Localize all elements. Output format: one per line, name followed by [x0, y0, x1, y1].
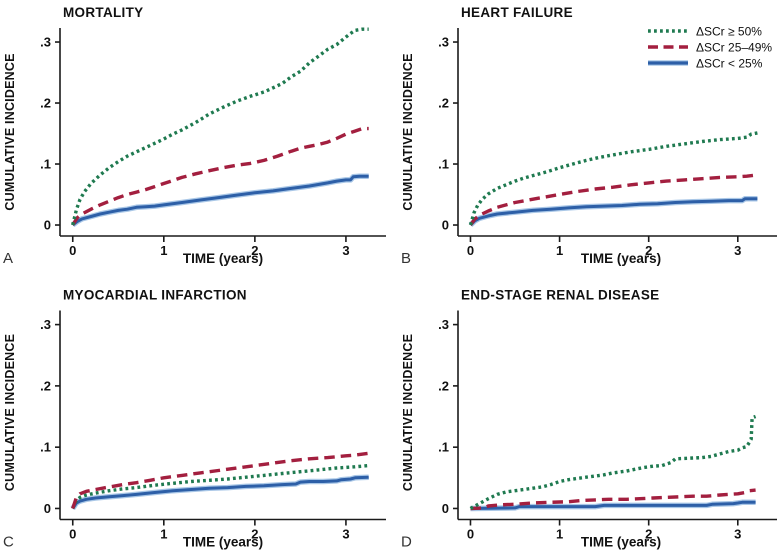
legend: ΔSCr ≥ 50% ΔSCr 25–49% ΔSCr < 25% — [648, 25, 772, 71]
chart-heart-failure: HEART FAILURE CUMULATIVE INCIDENCE 0 .1 .2… — [401, 5, 777, 267]
x-tick-label: 3 — [342, 527, 349, 542]
y-tick-label: .3 — [40, 317, 51, 332]
panel-end-stage-renal-disease: END-STAGE RENAL DISEASE CUMULATIVE INCID… — [391, 278, 782, 557]
series-scr_ge_50 — [71, 27, 369, 226]
series-scr_25_49 — [71, 126, 369, 226]
x-axis-label: TIME (years) — [183, 535, 263, 550]
plot-area: 0 .1 .2 .3 0 1 2 3 — [438, 310, 777, 542]
legend-label: ΔSCr < 25% — [696, 57, 763, 71]
legend-item-scr-25-49: ΔSCr 25–49% — [648, 41, 772, 55]
y-tick-label: .1 — [438, 157, 449, 172]
x-tick-label: 2 — [645, 527, 652, 542]
y-tick-label: .3 — [438, 35, 449, 50]
legend-label: ΔSCr 25–49% — [696, 41, 772, 55]
y-tick-label: 0 — [442, 218, 449, 233]
panel-letter: C — [3, 534, 14, 551]
panel-title: HEART FAILURE — [461, 5, 573, 20]
y-tick-label: .1 — [40, 440, 51, 455]
legend-label: ΔSCr ≥ 50% — [696, 25, 762, 39]
series-scr_lt_25 — [469, 197, 758, 227]
series-scr_lt_25 — [71, 174, 369, 227]
y-tick-label: .2 — [438, 378, 449, 393]
panel-mortality: MORTALITY CUMULATIVE INCIDENCE 0 .1 .2 .3 0 1… — [0, 0, 391, 278]
chart-myocardial-infarction: MYOCARDIAL INFARCTION CUMULATIVE INCIDEN… — [3, 288, 386, 551]
series-scr_lt_25 — [71, 475, 369, 510]
panel-letter: B — [401, 250, 411, 267]
y-tick-label: .2 — [40, 96, 51, 111]
y-axis-label: CUMULATIVE INCIDENCE — [3, 334, 17, 491]
series-scr_ge_50 — [469, 414, 757, 510]
series-scr_25_49 — [470, 488, 756, 511]
plot-area: 0 .1 .2 .3 0 1 2 3 — [438, 28, 777, 258]
y-tick-label: 0 — [442, 501, 449, 516]
y-tick-label: 0 — [44, 501, 51, 516]
series-scr_ge_50 — [71, 463, 369, 510]
series-scr_25_49 — [469, 173, 758, 226]
y-axis-label: CUMULATIVE INCIDENCE — [401, 334, 415, 491]
x-tick-label: 3 — [342, 243, 349, 258]
panel-myocardial-infarction: MYOCARDIAL INFARCTION CUMULATIVE INCIDEN… — [0, 278, 391, 557]
plot-area: 0 .1 .2 .3 0 1 2 3 — [40, 310, 386, 542]
x-axis-label: TIME (years) — [581, 535, 661, 550]
x-tick-label: 1 — [556, 243, 563, 258]
x-tick-label: 0 — [467, 243, 474, 258]
series-scr_ge_50 — [468, 131, 758, 226]
y-tick-label: .3 — [438, 317, 449, 332]
x-tick-label: 0 — [467, 527, 474, 542]
y-tick-label: .1 — [40, 157, 51, 172]
panel-title: MYOCARDIAL INFARCTION — [63, 288, 247, 303]
x-axis-label: TIME (years) — [581, 251, 661, 266]
x-tick-label: 3 — [734, 243, 741, 258]
y-axis-label: CUMULATIVE INCIDENCE — [401, 53, 415, 210]
panel-heart-failure: HEART FAILURE CUMULATIVE INCIDENCE 0 .1 .2… — [391, 0, 782, 278]
x-tick-label: 1 — [160, 527, 167, 542]
legend-item-scr-ge-50: ΔSCr ≥ 50% — [648, 25, 762, 39]
panel-title: MORTALITY — [63, 5, 143, 20]
chart-mortality: MORTALITY CUMULATIVE INCIDENCE 0 .1 .2 .3 0 1… — [3, 5, 386, 267]
x-tick-label: 3 — [734, 527, 741, 542]
x-tick-label: 2 — [251, 243, 258, 258]
legend-item-scr-lt-25: ΔSCr < 25% — [648, 57, 763, 71]
x-tick-label: 1 — [556, 527, 563, 542]
y-tick-label: .3 — [40, 35, 51, 50]
y-tick-label: .2 — [438, 96, 449, 111]
panel-letter: A — [3, 250, 13, 267]
x-tick-label: 1 — [160, 243, 167, 258]
y-tick-label: 0 — [44, 218, 51, 233]
x-tick-label: 2 — [645, 243, 652, 258]
x-tick-label: 0 — [69, 527, 76, 542]
x-tick-label: 2 — [251, 527, 258, 542]
x-axis-label: TIME (years) — [183, 251, 263, 266]
plot-area: 0 .1 .2 .3 0 1 2 3 — [40, 27, 386, 258]
y-tick-label: .1 — [438, 440, 449, 455]
y-axis-label: CUMULATIVE INCIDENCE — [3, 53, 17, 210]
y-tick-label: .2 — [40, 378, 51, 393]
x-tick-label: 0 — [69, 243, 76, 258]
chart-end-stage-renal-disease: END-STAGE RENAL DISEASE CUMULATIVE INCID… — [401, 288, 777, 551]
panel-letter: D — [401, 534, 412, 551]
series-scr_lt_25 — [470, 500, 756, 510]
panel-title: END-STAGE RENAL DISEASE — [461, 288, 659, 303]
